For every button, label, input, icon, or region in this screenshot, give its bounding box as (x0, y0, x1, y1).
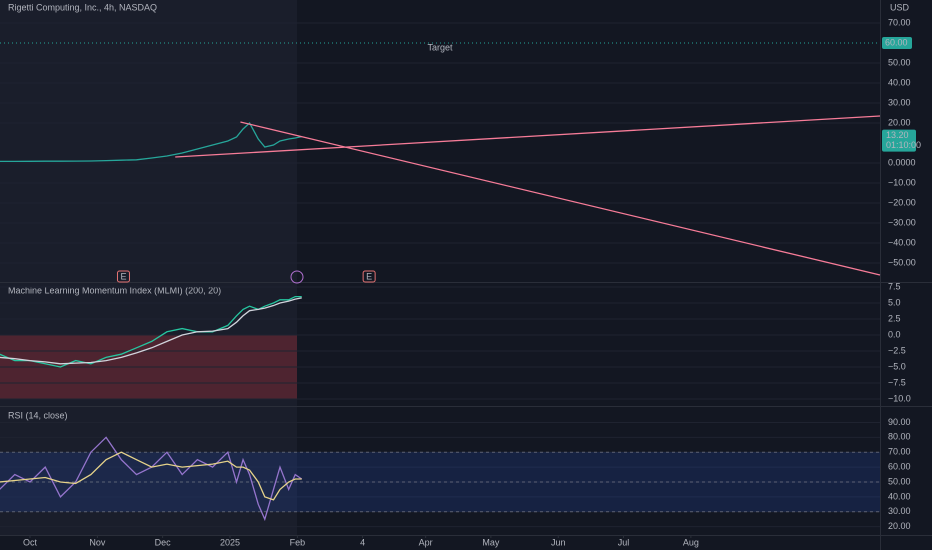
target-price: 60.00 (885, 37, 908, 47)
x-tick-label: May (482, 537, 500, 547)
y-tick-label: 80.00 (888, 432, 911, 442)
y-tick-label: −30.00 (888, 217, 916, 227)
x-tick-label: Nov (89, 537, 106, 547)
y-tick-label: 50.00 (888, 476, 911, 486)
x-tick-label: Oct (23, 537, 38, 547)
last-price: 13.20 (886, 130, 909, 140)
y-tick-label: −7.5 (888, 377, 906, 387)
target-label: Target (427, 42, 453, 52)
y-tick-label: 20.00 (888, 521, 911, 531)
y-tick-label: 30.00 (888, 97, 911, 107)
x-tick-label: Feb (290, 537, 306, 547)
y-tick-label: 30.00 (888, 506, 911, 516)
y-tick-label: 5.0 (888, 297, 901, 307)
x-tick-label: Dec (155, 537, 172, 547)
y-tick-label: 50.00 (888, 57, 911, 67)
event-marker (116, 270, 130, 283)
y-tick-label: −40.00 (888, 237, 916, 247)
pane-title: RSI (14, close) (8, 410, 68, 420)
history-region (0, 0, 297, 535)
y-tick-label: −20.00 (888, 197, 916, 207)
y-tick-label: −2.5 (888, 345, 906, 355)
y-tick-label: 60.00 (888, 461, 911, 471)
x-tick-label: 4 (360, 537, 365, 547)
event-marker (362, 270, 376, 283)
x-tick-label: Jul (618, 537, 630, 547)
trendline (240, 121, 881, 276)
dividend-icon (290, 270, 304, 284)
currency: USD (890, 2, 910, 12)
chart-title: Rigetti Computing, Inc., 4h, NASDAQ (8, 2, 157, 12)
x-tick-label: Apr (419, 537, 433, 547)
x-tick-label: Jun (551, 537, 566, 547)
pane-title: Machine Learning Momentum Index (MLMI) (… (8, 285, 221, 295)
y-tick-label: −50.00 (888, 257, 916, 267)
countdown: 01:10:00 (886, 140, 921, 150)
series-line (0, 121, 302, 163)
y-tick-label: −5.0 (888, 361, 906, 371)
y-tick-label: 40.00 (888, 77, 911, 87)
x-tick-label: Aug (683, 537, 699, 547)
y-tick-label: 2.5 (888, 313, 901, 323)
y-tick-label: 7.5 (888, 281, 901, 291)
trendline (175, 115, 881, 158)
y-tick-label: 20.00 (888, 117, 911, 127)
y-tick-label: −10.0 (888, 393, 911, 403)
series-line (0, 451, 302, 501)
y-tick-label: 0.0 (888, 329, 901, 339)
target-price-box (882, 37, 912, 49)
y-tick-label: 0.0000 (888, 157, 916, 167)
event-label: E (120, 271, 126, 281)
y-tick-label: 70.00 (888, 447, 911, 457)
last-price-box (882, 129, 916, 152)
series-line (0, 295, 302, 368)
y-tick-label: 40.00 (888, 491, 911, 501)
series-line (0, 436, 303, 522)
y-tick-label: −10.00 (888, 177, 916, 187)
y-tick-label: 90.00 (888, 417, 911, 427)
series-line (0, 297, 302, 365)
x-tick-label: 2025 (220, 537, 240, 547)
y-tick-label: 70.00 (888, 17, 911, 27)
event-label: E (366, 271, 372, 281)
